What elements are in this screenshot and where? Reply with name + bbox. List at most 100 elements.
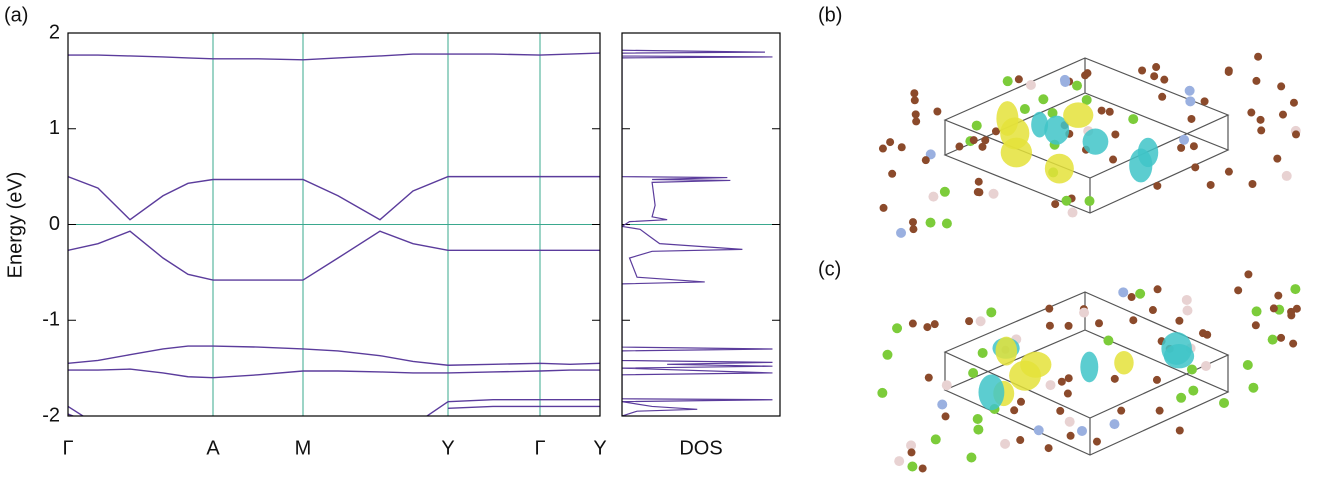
atom xyxy=(1206,180,1215,189)
atom xyxy=(1128,114,1139,125)
band-line xyxy=(68,368,600,379)
atom xyxy=(923,323,932,332)
atom xyxy=(971,120,982,131)
atom xyxy=(1234,286,1243,295)
atom xyxy=(1175,426,1184,435)
atom xyxy=(1184,85,1195,96)
atom xyxy=(1224,167,1233,176)
atom xyxy=(966,452,977,463)
atom xyxy=(1277,82,1286,91)
atom xyxy=(911,110,920,119)
atom xyxy=(1064,321,1073,330)
atom xyxy=(1257,126,1266,135)
atom xyxy=(1111,130,1120,139)
panel-label: (a) xyxy=(4,4,28,26)
atom xyxy=(939,186,950,197)
atom xyxy=(886,138,895,147)
band-line xyxy=(68,399,600,416)
atom xyxy=(924,373,933,382)
orbital-lobe xyxy=(1044,153,1074,184)
dos-line xyxy=(622,49,773,416)
atom xyxy=(1097,106,1106,115)
atom xyxy=(1127,293,1136,302)
atom xyxy=(896,227,907,238)
atom xyxy=(975,316,986,327)
atom xyxy=(897,143,906,152)
atom xyxy=(1185,96,1196,107)
orbital-lobe xyxy=(996,101,1019,136)
atom xyxy=(1010,406,1019,415)
atom xyxy=(1244,270,1253,279)
atom xyxy=(1110,374,1119,383)
atom xyxy=(1175,316,1184,325)
atom xyxy=(1292,304,1301,313)
atom xyxy=(974,177,983,186)
atom xyxy=(973,188,982,197)
atom xyxy=(977,347,988,358)
atom xyxy=(877,387,888,398)
atom xyxy=(1077,425,1088,436)
atom xyxy=(1081,94,1092,105)
orbital-lobe xyxy=(1020,351,1052,378)
atom xyxy=(1224,67,1233,76)
atom xyxy=(1179,134,1190,145)
atom xyxy=(1176,392,1187,403)
atom xyxy=(1105,107,1114,116)
y-tick-label: -2 xyxy=(42,404,60,426)
atom xyxy=(1281,170,1292,181)
atom xyxy=(1153,285,1162,294)
atom xyxy=(1081,71,1090,80)
atom xyxy=(1000,438,1011,449)
atom xyxy=(1045,380,1056,391)
atom xyxy=(1198,329,1207,338)
atom xyxy=(910,96,919,105)
atom xyxy=(1289,339,1298,348)
atom xyxy=(1118,287,1129,298)
atom xyxy=(1248,382,1259,393)
atom xyxy=(1038,94,1049,105)
atom xyxy=(1191,163,1200,172)
atom xyxy=(1103,335,1114,346)
atoms xyxy=(878,52,1301,238)
atom xyxy=(1044,444,1053,453)
atom xyxy=(909,225,918,234)
atom xyxy=(1057,377,1066,386)
orbital-lobe xyxy=(1044,115,1070,145)
orbital-lobe xyxy=(995,336,1018,366)
y-tick-label: 2 xyxy=(49,21,60,43)
orbital-lobe xyxy=(1063,102,1094,128)
y-tick-label: 0 xyxy=(49,213,60,235)
atom xyxy=(933,107,942,116)
atom xyxy=(1109,419,1120,430)
atom xyxy=(965,317,974,326)
atom xyxy=(1016,397,1025,406)
atom xyxy=(941,380,952,391)
atom xyxy=(1056,406,1065,415)
atom xyxy=(1014,75,1023,84)
atom xyxy=(1059,74,1070,85)
atom xyxy=(1274,291,1283,300)
atom xyxy=(1290,284,1301,295)
atom xyxy=(1256,115,1265,124)
atom xyxy=(918,464,927,473)
atom xyxy=(892,323,903,334)
atom xyxy=(969,136,978,145)
orbital-lobe xyxy=(1161,332,1192,365)
atom xyxy=(1150,72,1159,81)
atom xyxy=(1181,294,1192,305)
atom xyxy=(1067,207,1078,218)
atom xyxy=(937,399,948,410)
atom xyxy=(1135,288,1146,299)
atom xyxy=(1079,307,1090,318)
atom xyxy=(1152,63,1161,72)
y-tick-label: -1 xyxy=(42,309,60,331)
atom xyxy=(1084,196,1095,207)
atom xyxy=(981,136,990,145)
atom xyxy=(1019,104,1030,115)
atom xyxy=(1063,389,1072,398)
atom xyxy=(1182,305,1193,316)
atom xyxy=(1254,52,1263,61)
atom xyxy=(1138,66,1147,75)
atom xyxy=(921,156,930,165)
x-tick-label: Γ xyxy=(62,437,73,459)
